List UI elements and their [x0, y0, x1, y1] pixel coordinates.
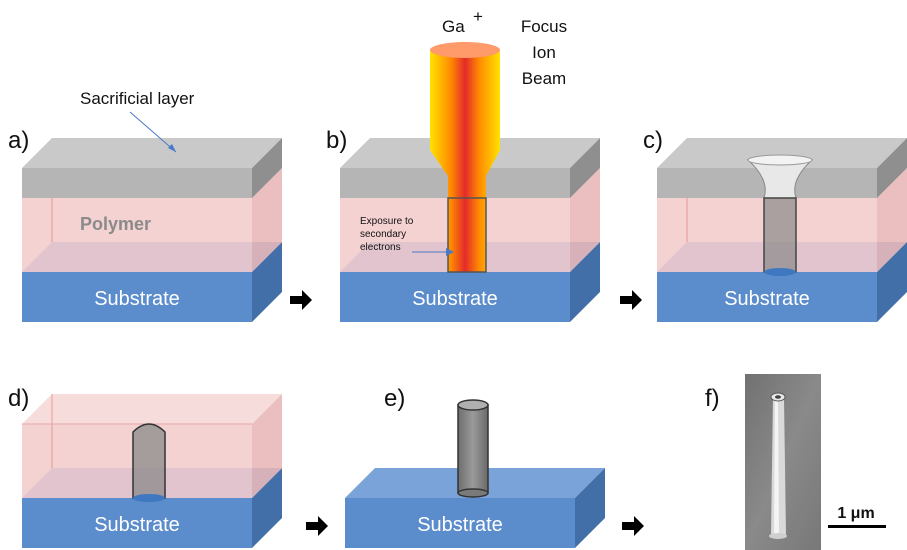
substrate-front [22, 272, 252, 322]
ion-beam [430, 50, 500, 272]
panel-label-d: d) [8, 385, 29, 412]
panel-c: Substrate c) [643, 127, 907, 322]
sacrificial-side [252, 138, 282, 198]
sacrificial-top [22, 138, 282, 168]
beam-top [430, 42, 500, 58]
polymer-label: Polymer [80, 214, 151, 234]
panel-f: f) 1 μm [705, 374, 886, 550]
beam-label-1: Focus [521, 17, 567, 36]
panel-a: Polymer Substrate a) Sacrificial layer [8, 89, 282, 322]
scale-bar-label: 1 μm [837, 505, 874, 522]
panel-label-c: c) [643, 127, 663, 154]
exposure-label-3: electrons [360, 242, 401, 253]
substrate-label-d: Substrate [94, 514, 180, 536]
panel-label-f: f) [705, 385, 720, 412]
exposure-label-2: secondary [360, 229, 406, 240]
beam-label-3: Beam [522, 69, 566, 88]
arrow-bc [620, 290, 642, 310]
substrate-side [252, 242, 282, 322]
ion-label: Ga [442, 17, 465, 36]
arrow-de [306, 516, 328, 536]
substrate-label-c: Substrate [724, 288, 810, 310]
arrow-ef [622, 516, 644, 536]
panel-label-e: e) [384, 385, 405, 412]
substrate-label-a: Substrate [94, 288, 180, 310]
sacrificial-pointer [129, 111, 177, 153]
nanotube-e [457, 404, 489, 494]
panel-b: Ga + Focus Ion Beam Exposure to secondar… [326, 7, 600, 322]
panel-d: Substrate d) [8, 385, 282, 548]
polymer-side [252, 168, 282, 272]
polymer-front [22, 198, 252, 272]
hollow-channel-c [763, 197, 797, 273]
sacrificial-layer-label: Sacrificial layer [80, 89, 195, 108]
substrate-label-b: Substrate [412, 288, 498, 310]
substrate-label-e: Substrate [417, 514, 503, 536]
beam-label-2: Ion [532, 43, 556, 62]
panel-label-a: a) [8, 127, 29, 154]
sacrificial-front [22, 168, 252, 198]
panel-e: Substrate e) [345, 385, 605, 548]
ion-charge: + [473, 7, 483, 26]
scale-bar [828, 525, 886, 528]
exposure-label-1: Exposure to [360, 216, 414, 227]
panel-label-b: b) [326, 127, 347, 154]
arrow-ab [290, 290, 312, 310]
nanotube-d [132, 423, 166, 499]
